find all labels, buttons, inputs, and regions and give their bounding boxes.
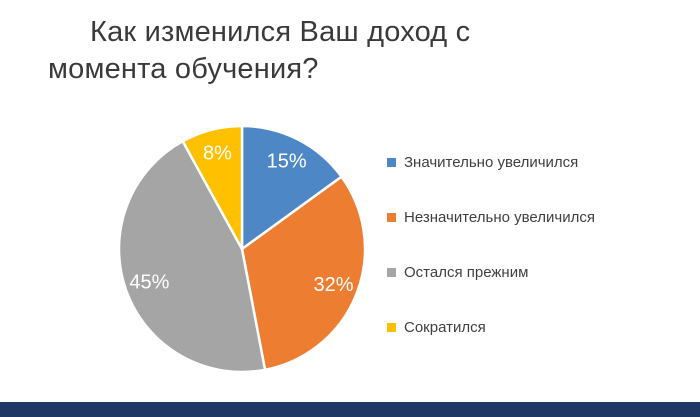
legend-marker-icon bbox=[387, 212, 396, 222]
pie-percentage-label-2: 32% bbox=[313, 274, 353, 296]
pie-slice-2 bbox=[240, 175, 367, 372]
legend-marker-icon bbox=[387, 267, 396, 277]
legend-label: Остался прежним bbox=[404, 263, 529, 281]
legend-marker-icon bbox=[387, 322, 396, 332]
legend-label: Сократился bbox=[404, 318, 486, 336]
legend-item-2: Незначительно увеличился bbox=[387, 207, 595, 227]
pie-percentage-label-4: 8% bbox=[203, 143, 232, 165]
legend-item-3: Остался прежним bbox=[387, 262, 595, 282]
chart-title: Как изменился Ваш доход с момента обучен… bbox=[48, 14, 470, 88]
chart-legend: Значительно увеличился Незначительно увел… bbox=[387, 152, 595, 337]
legend-marker-icon bbox=[387, 157, 396, 167]
pie-slice-1 bbox=[240, 124, 343, 251]
legend-item-1: Значительно увеличился bbox=[387, 152, 595, 172]
chart-title-line1: Как изменился Ваш доход с bbox=[90, 16, 471, 48]
pie-percentage-label-1: 15% bbox=[267, 150, 307, 172]
pie-slice-3 bbox=[117, 139, 267, 374]
footer-accent-bar bbox=[0, 402, 700, 417]
legend-label: Незначительно увеличился bbox=[404, 208, 595, 226]
pie-percentage-label-3: 45% bbox=[129, 271, 169, 293]
legend-item-4: Сократился bbox=[387, 317, 595, 337]
pie-chart: 15% 32% 45% 8% bbox=[117, 124, 367, 374]
pie-slice-4 bbox=[181, 124, 244, 251]
legend-label: Значительно увеличился bbox=[404, 153, 579, 171]
chart-title-line2: момента обучения? bbox=[48, 53, 319, 85]
